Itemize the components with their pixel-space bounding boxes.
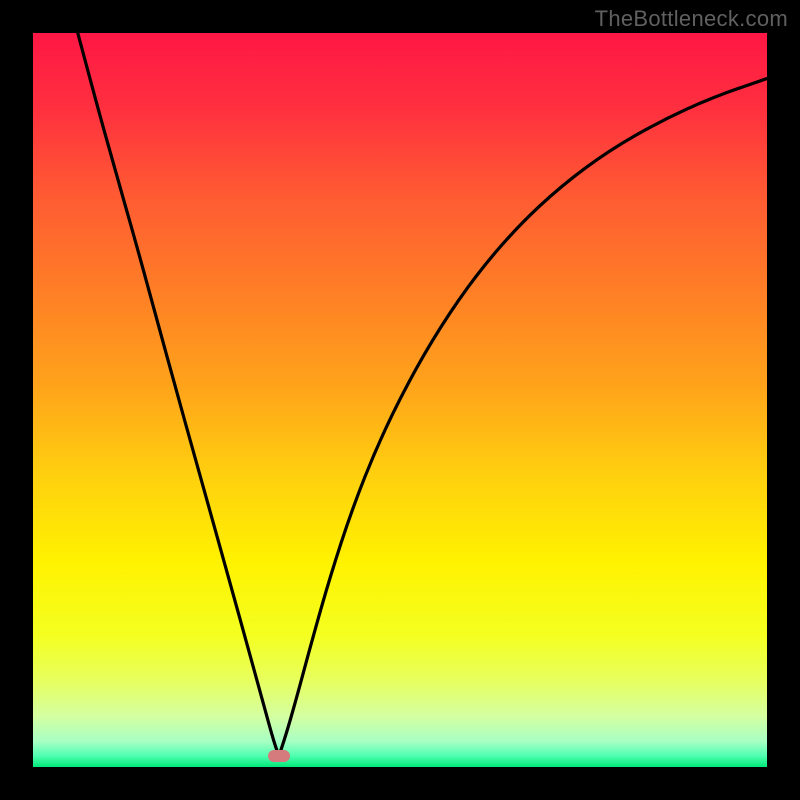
chart-plot-area	[33, 33, 767, 767]
chart-gradient-background	[33, 33, 767, 767]
watermark-text: TheBottleneck.com	[595, 6, 788, 32]
minimum-marker	[268, 750, 290, 762]
